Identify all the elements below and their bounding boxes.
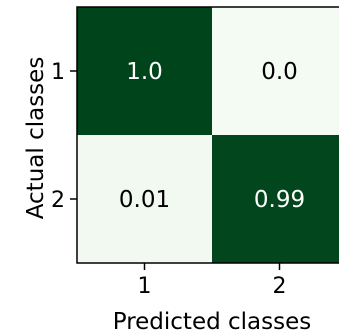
y-tick-label: 1 [51, 60, 65, 85]
cell-value-label: 0.99 [254, 187, 305, 213]
axis-ticks: 1 2 1 2 [51, 60, 287, 299]
cell-value-label: 0.01 [119, 187, 170, 213]
plot-frame [76, 6, 339, 264]
heatmap-cell [212, 7, 339, 135]
heatmap-cell [77, 7, 212, 135]
heatmap-cell [212, 135, 339, 263]
x-tick-label: 1 [138, 274, 152, 299]
x-axis-label: Predicted classes [113, 309, 312, 335]
y-tick-label: 2 [51, 188, 65, 213]
x-tick-label: 2 [273, 274, 287, 299]
cell-value-label: 1.0 [126, 59, 163, 85]
heatmap-cell-labels: 1.0 0.0 0.01 0.99 [119, 59, 305, 213]
y-axis-label: Actual classes [23, 57, 49, 220]
heatmap-cell [77, 135, 212, 263]
cell-value-label: 0.0 [261, 59, 298, 85]
heatmap-cells [77, 7, 339, 263]
